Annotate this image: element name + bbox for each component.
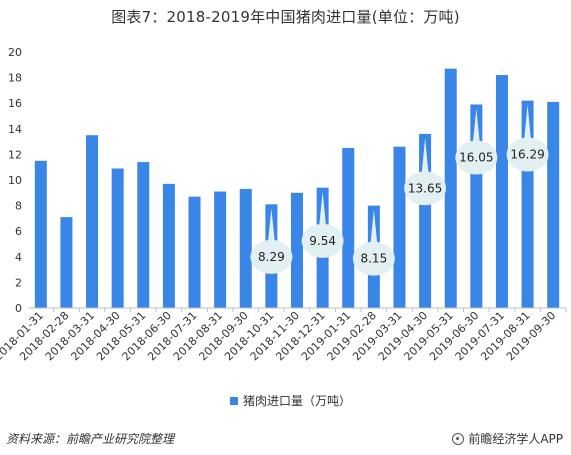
brand-logo-icon bbox=[452, 432, 465, 445]
callout-pointer bbox=[524, 104, 532, 141]
bar bbox=[342, 148, 355, 308]
callout-label: 8.29 bbox=[258, 250, 285, 264]
value-callouts: 8.29 9.54 8.15 13.65 16.05 16.29 bbox=[250, 104, 549, 276]
legend-label: 猪肉进口量（万吨） bbox=[243, 394, 351, 408]
bar bbox=[34, 160, 47, 308]
bar bbox=[547, 101, 560, 308]
callout-bubble bbox=[455, 140, 498, 175]
bar bbox=[111, 168, 124, 308]
y-tick-label: 0 bbox=[15, 302, 22, 315]
x-axis: 2018-01-312018-02-282018-03-312018-04-30… bbox=[0, 307, 567, 363]
legend-swatch bbox=[230, 397, 238, 405]
y-tick-label: 2 bbox=[15, 276, 22, 289]
callout-bubble bbox=[352, 241, 395, 276]
source-note: 资料来源：前瞻产业研究院整理 bbox=[6, 432, 175, 446]
y-tick-label: 10 bbox=[8, 174, 22, 187]
value-callout: 13.65 bbox=[404, 137, 447, 206]
callout-label: 9.54 bbox=[309, 234, 336, 248]
bar bbox=[495, 75, 508, 308]
callout-pointer bbox=[421, 137, 429, 175]
bar bbox=[86, 135, 99, 308]
y-tick-label: 12 bbox=[8, 148, 22, 161]
callout-bubble bbox=[250, 239, 293, 274]
callout-pointer bbox=[267, 208, 275, 243]
legend: 猪肉进口量（万吨） bbox=[230, 394, 351, 408]
bar bbox=[188, 196, 201, 308]
brand-name: 前瞻经济学人APP bbox=[468, 432, 563, 446]
value-callout: 16.29 bbox=[506, 104, 549, 172]
callout-bubble bbox=[506, 137, 549, 172]
y-tick-label: 16 bbox=[8, 97, 22, 110]
callout-pointer bbox=[472, 108, 480, 144]
callout-label: 13.65 bbox=[408, 181, 442, 195]
callout-pointer bbox=[319, 191, 327, 227]
y-tick-label: 8 bbox=[15, 200, 22, 213]
callout-pointer bbox=[370, 209, 378, 245]
callout-bubble bbox=[404, 171, 447, 206]
bar bbox=[214, 191, 227, 308]
value-callout: 9.54 bbox=[301, 191, 344, 258]
callout-bubble bbox=[301, 223, 344, 258]
callout-label: 8.15 bbox=[360, 252, 387, 266]
bars bbox=[34, 68, 560, 308]
bar bbox=[60, 217, 73, 308]
value-callout: 8.15 bbox=[352, 209, 395, 276]
bar bbox=[393, 146, 406, 308]
bar bbox=[239, 188, 252, 308]
bar bbox=[162, 183, 175, 308]
bar bbox=[137, 162, 150, 308]
value-callout: 16.05 bbox=[455, 108, 498, 175]
y-tick-label: 4 bbox=[15, 251, 22, 264]
y-tick-label: 14 bbox=[8, 123, 22, 136]
brand-credit: 前瞻经济学人APP bbox=[452, 430, 563, 447]
callout-label: 16.05 bbox=[459, 151, 493, 165]
y-axis: 0 2 4 6 8 10 12 14 16 18 20 bbox=[8, 46, 22, 315]
callout-label: 16.29 bbox=[510, 147, 544, 161]
y-tick-label: 6 bbox=[15, 225, 22, 238]
y-tick-label: 20 bbox=[8, 46, 22, 59]
bar bbox=[444, 68, 457, 308]
value-callout: 8.29 bbox=[250, 208, 293, 274]
bar bbox=[291, 192, 303, 308]
chart-title: 图表7：2018-2019年中国猪肉进口量(单位：万吨) bbox=[111, 8, 460, 26]
y-tick-label: 18 bbox=[8, 72, 22, 85]
